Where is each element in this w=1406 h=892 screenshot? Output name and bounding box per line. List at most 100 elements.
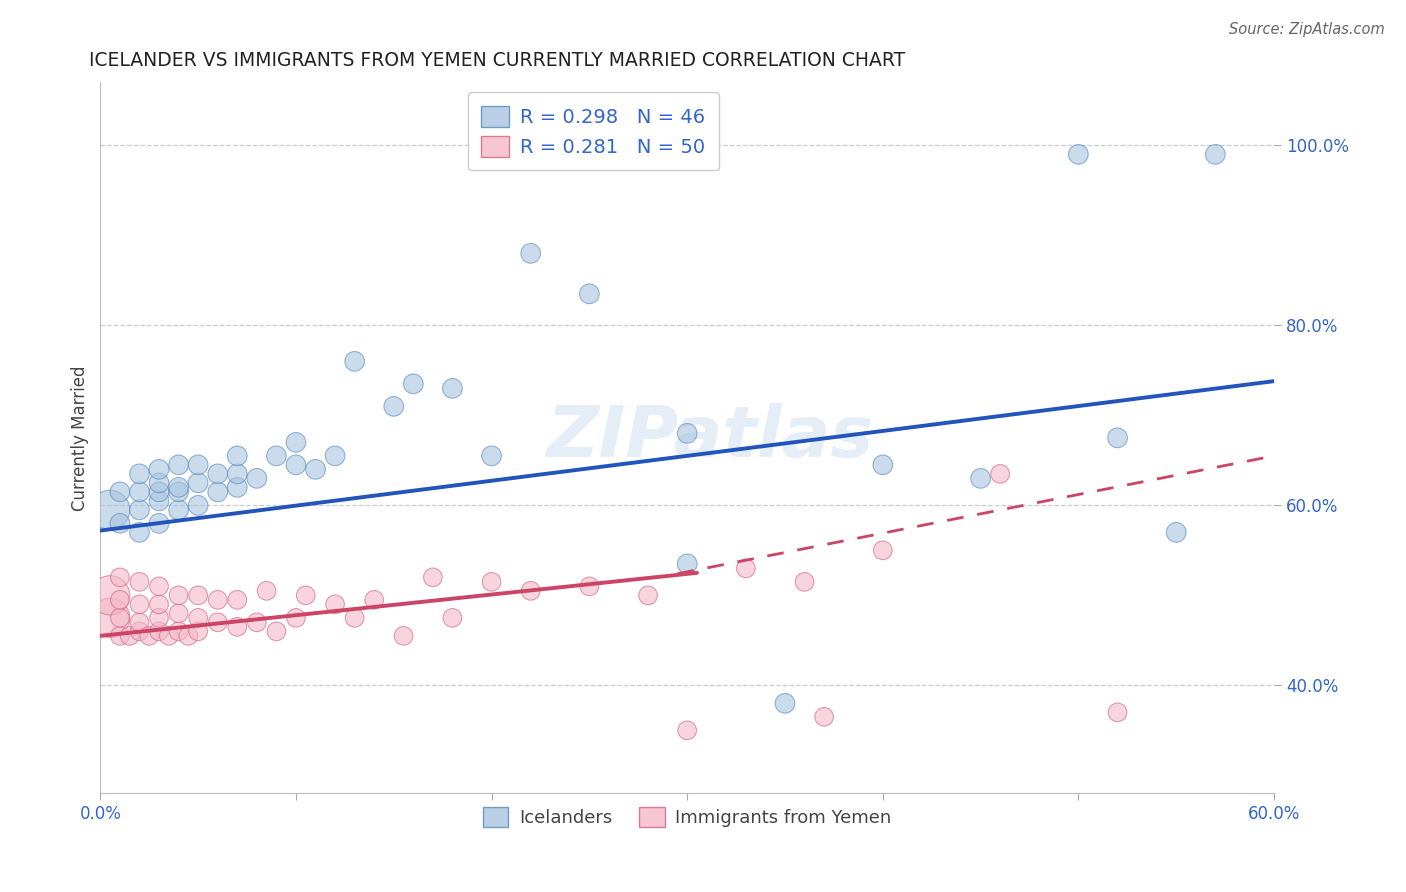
Point <box>207 592 229 607</box>
Point <box>676 426 699 441</box>
Point <box>363 592 385 607</box>
Point <box>128 574 150 589</box>
Point <box>148 624 170 639</box>
Point <box>226 449 249 463</box>
Point <box>148 493 170 508</box>
Point <box>187 458 209 472</box>
Point <box>108 611 131 625</box>
Point <box>1067 147 1090 161</box>
Point <box>343 354 366 368</box>
Point <box>304 462 326 476</box>
Point <box>108 484 131 499</box>
Point <box>773 697 796 711</box>
Point <box>108 629 131 643</box>
Point <box>98 588 121 602</box>
Point <box>167 458 190 472</box>
Point <box>1204 147 1226 161</box>
Point <box>207 615 229 630</box>
Point <box>128 525 150 540</box>
Point <box>148 611 170 625</box>
Legend: Icelanders, Immigrants from Yemen: Icelanders, Immigrants from Yemen <box>475 800 898 834</box>
Point <box>676 723 699 738</box>
Point <box>167 480 190 494</box>
Point <box>187 588 209 602</box>
Point <box>441 381 464 395</box>
Point <box>323 598 346 612</box>
Text: Source: ZipAtlas.com: Source: ZipAtlas.com <box>1229 22 1385 37</box>
Point <box>128 615 150 630</box>
Point <box>402 376 425 391</box>
Point <box>284 435 307 450</box>
Point <box>226 592 249 607</box>
Point <box>266 449 288 463</box>
Point <box>872 458 894 472</box>
Point <box>187 611 209 625</box>
Point <box>1107 706 1129 720</box>
Point <box>118 629 141 643</box>
Point <box>148 462 170 476</box>
Point <box>519 246 541 260</box>
Point <box>793 574 815 589</box>
Point <box>98 611 121 625</box>
Text: ZIPatlas: ZIPatlas <box>547 403 875 473</box>
Point <box>148 475 170 490</box>
Point <box>128 598 150 612</box>
Point <box>1107 431 1129 445</box>
Point <box>519 583 541 598</box>
Point <box>382 400 405 414</box>
Point <box>148 484 170 499</box>
Point <box>226 480 249 494</box>
Point <box>578 579 600 593</box>
Point <box>148 598 170 612</box>
Point <box>734 561 756 575</box>
Point <box>246 471 269 485</box>
Point <box>392 629 415 643</box>
Point <box>637 588 659 602</box>
Point <box>441 611 464 625</box>
Point <box>167 503 190 517</box>
Point <box>1166 525 1188 540</box>
Point <box>108 592 131 607</box>
Point <box>343 611 366 625</box>
Point <box>128 467 150 481</box>
Point <box>98 503 121 517</box>
Point <box>256 583 278 598</box>
Point <box>246 615 269 630</box>
Point <box>148 579 170 593</box>
Point <box>481 449 503 463</box>
Point <box>148 516 170 531</box>
Point <box>284 458 307 472</box>
Point <box>207 467 229 481</box>
Point <box>108 516 131 531</box>
Point <box>187 499 209 513</box>
Point <box>207 484 229 499</box>
Point <box>167 607 190 621</box>
Point <box>128 484 150 499</box>
Point <box>138 629 160 643</box>
Point <box>266 624 288 639</box>
Point <box>167 484 190 499</box>
Point <box>813 710 835 724</box>
Point <box>167 588 190 602</box>
Text: ICELANDER VS IMMIGRANTS FROM YEMEN CURRENTLY MARRIED CORRELATION CHART: ICELANDER VS IMMIGRANTS FROM YEMEN CURRE… <box>89 51 905 70</box>
Point <box>969 471 991 485</box>
Point <box>422 570 444 584</box>
Point <box>988 467 1011 481</box>
Point <box>872 543 894 558</box>
Point <box>177 629 200 643</box>
Point <box>226 620 249 634</box>
Point <box>128 624 150 639</box>
Point <box>128 503 150 517</box>
Point <box>481 574 503 589</box>
Point <box>167 624 190 639</box>
Point <box>294 588 316 602</box>
Point <box>187 475 209 490</box>
Y-axis label: Currently Married: Currently Married <box>72 365 89 510</box>
Point <box>187 624 209 639</box>
Point <box>323 449 346 463</box>
Point <box>157 629 180 643</box>
Point <box>676 557 699 571</box>
Point <box>284 611 307 625</box>
Point <box>108 570 131 584</box>
Point <box>578 286 600 301</box>
